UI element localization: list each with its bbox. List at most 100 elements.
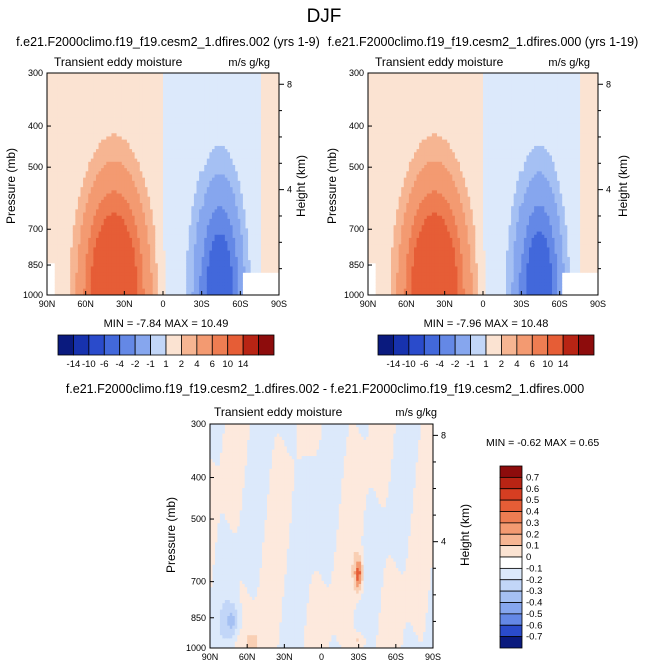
contour-cell [181, 193, 185, 198]
contour-cell [211, 123, 215, 128]
contour-cell [165, 136, 169, 140]
contour-cell [142, 145, 146, 150]
contour-cell [181, 142, 185, 147]
contour-cell [59, 228, 63, 232]
contour-cell [214, 120, 218, 125]
contour-cell [163, 123, 166, 128]
contour-cell [173, 266, 177, 271]
contour-cell [119, 288, 123, 293]
contour-cell [83, 263, 87, 267]
contour-cell [49, 234, 53, 239]
contour-cell [193, 199, 197, 204]
contour-cell [191, 228, 195, 232]
contour-cell [157, 136, 161, 140]
contour-cell [214, 228, 218, 232]
contour-cell [204, 171, 208, 175]
contour-cell [206, 222, 210, 226]
contour-cell [224, 234, 228, 239]
contour-cell [80, 250, 84, 255]
contour-cell [199, 285, 203, 290]
contour-cell [98, 85, 102, 90]
contour-cell [57, 266, 61, 271]
contour-cell [106, 244, 110, 248]
contour-cell [108, 244, 112, 248]
contour-cell [134, 82, 138, 87]
contour-cell [124, 92, 128, 96]
contour-cell [59, 180, 63, 185]
contour-cell [111, 269, 115, 274]
contour-cell [106, 272, 110, 277]
contour-cell [147, 120, 151, 125]
contour-cell [142, 155, 146, 160]
contour-cell [77, 237, 81, 242]
contour-cell [98, 168, 102, 172]
contour-cell [65, 107, 69, 112]
contour-cell [186, 171, 190, 175]
contour-cell [67, 126, 71, 131]
contour-cell [65, 104, 69, 109]
contour-cell [150, 95, 154, 99]
contour-cell [209, 152, 213, 156]
contour-cell [188, 187, 192, 191]
contour-cell [186, 85, 190, 90]
contour-cell [65, 256, 69, 261]
contour-cell [129, 215, 133, 220]
contour-cell [163, 215, 166, 220]
contour-cell [70, 250, 74, 255]
contour-cell [95, 164, 99, 169]
contour-cell [67, 130, 71, 134]
contour-cell [83, 209, 87, 213]
contour-cell [85, 85, 89, 90]
contour-cell [144, 215, 148, 220]
contour-cell [137, 237, 141, 242]
contour-cell [142, 130, 146, 134]
contour-cell [196, 275, 200, 280]
contour-cell [54, 184, 58, 188]
contour-cell [170, 98, 174, 102]
contour-cell [67, 266, 71, 271]
contour-cell [152, 104, 156, 109]
contour-cell [157, 231, 161, 236]
contour-cell [101, 253, 105, 258]
contour-cell [70, 263, 74, 267]
contour-cell [150, 161, 154, 166]
contour-cell [67, 203, 71, 207]
contour-cell [209, 279, 213, 283]
contour-cell [137, 228, 141, 232]
contour-cell [137, 190, 141, 194]
contour-cell [142, 184, 146, 188]
contour-cell [214, 107, 218, 112]
contour-cell [173, 218, 177, 223]
contour-cell [201, 196, 205, 201]
contour-cell [47, 161, 50, 166]
contour-cell [75, 85, 79, 90]
contour-cell [98, 155, 102, 160]
contour-cell [183, 244, 187, 248]
contour-cell [188, 158, 192, 163]
contour-cell [199, 117, 203, 121]
contour-cell [90, 288, 94, 293]
contour-cell [181, 136, 185, 140]
contour-cell [54, 272, 58, 277]
contour-cell [147, 247, 151, 251]
contour-cell [70, 171, 74, 175]
contour-cell [222, 168, 226, 172]
contour-cell [165, 288, 169, 293]
contour-cell [191, 145, 195, 150]
contour-cell [165, 101, 169, 106]
contour-cell [227, 241, 231, 245]
contour-cell [119, 142, 123, 147]
contour-cell [193, 244, 197, 248]
contour-cell [222, 104, 226, 109]
contour-cell [65, 168, 69, 172]
contour-cell [163, 171, 166, 175]
contour-cell [126, 209, 130, 213]
contour-cell [175, 282, 179, 286]
contour-cell [147, 155, 151, 160]
contour-cell [62, 161, 66, 166]
contour-cell [83, 164, 87, 169]
contour-cell [178, 82, 182, 87]
contour-cell [98, 161, 102, 166]
contour-cell [62, 275, 66, 280]
contour-cell [165, 114, 169, 118]
